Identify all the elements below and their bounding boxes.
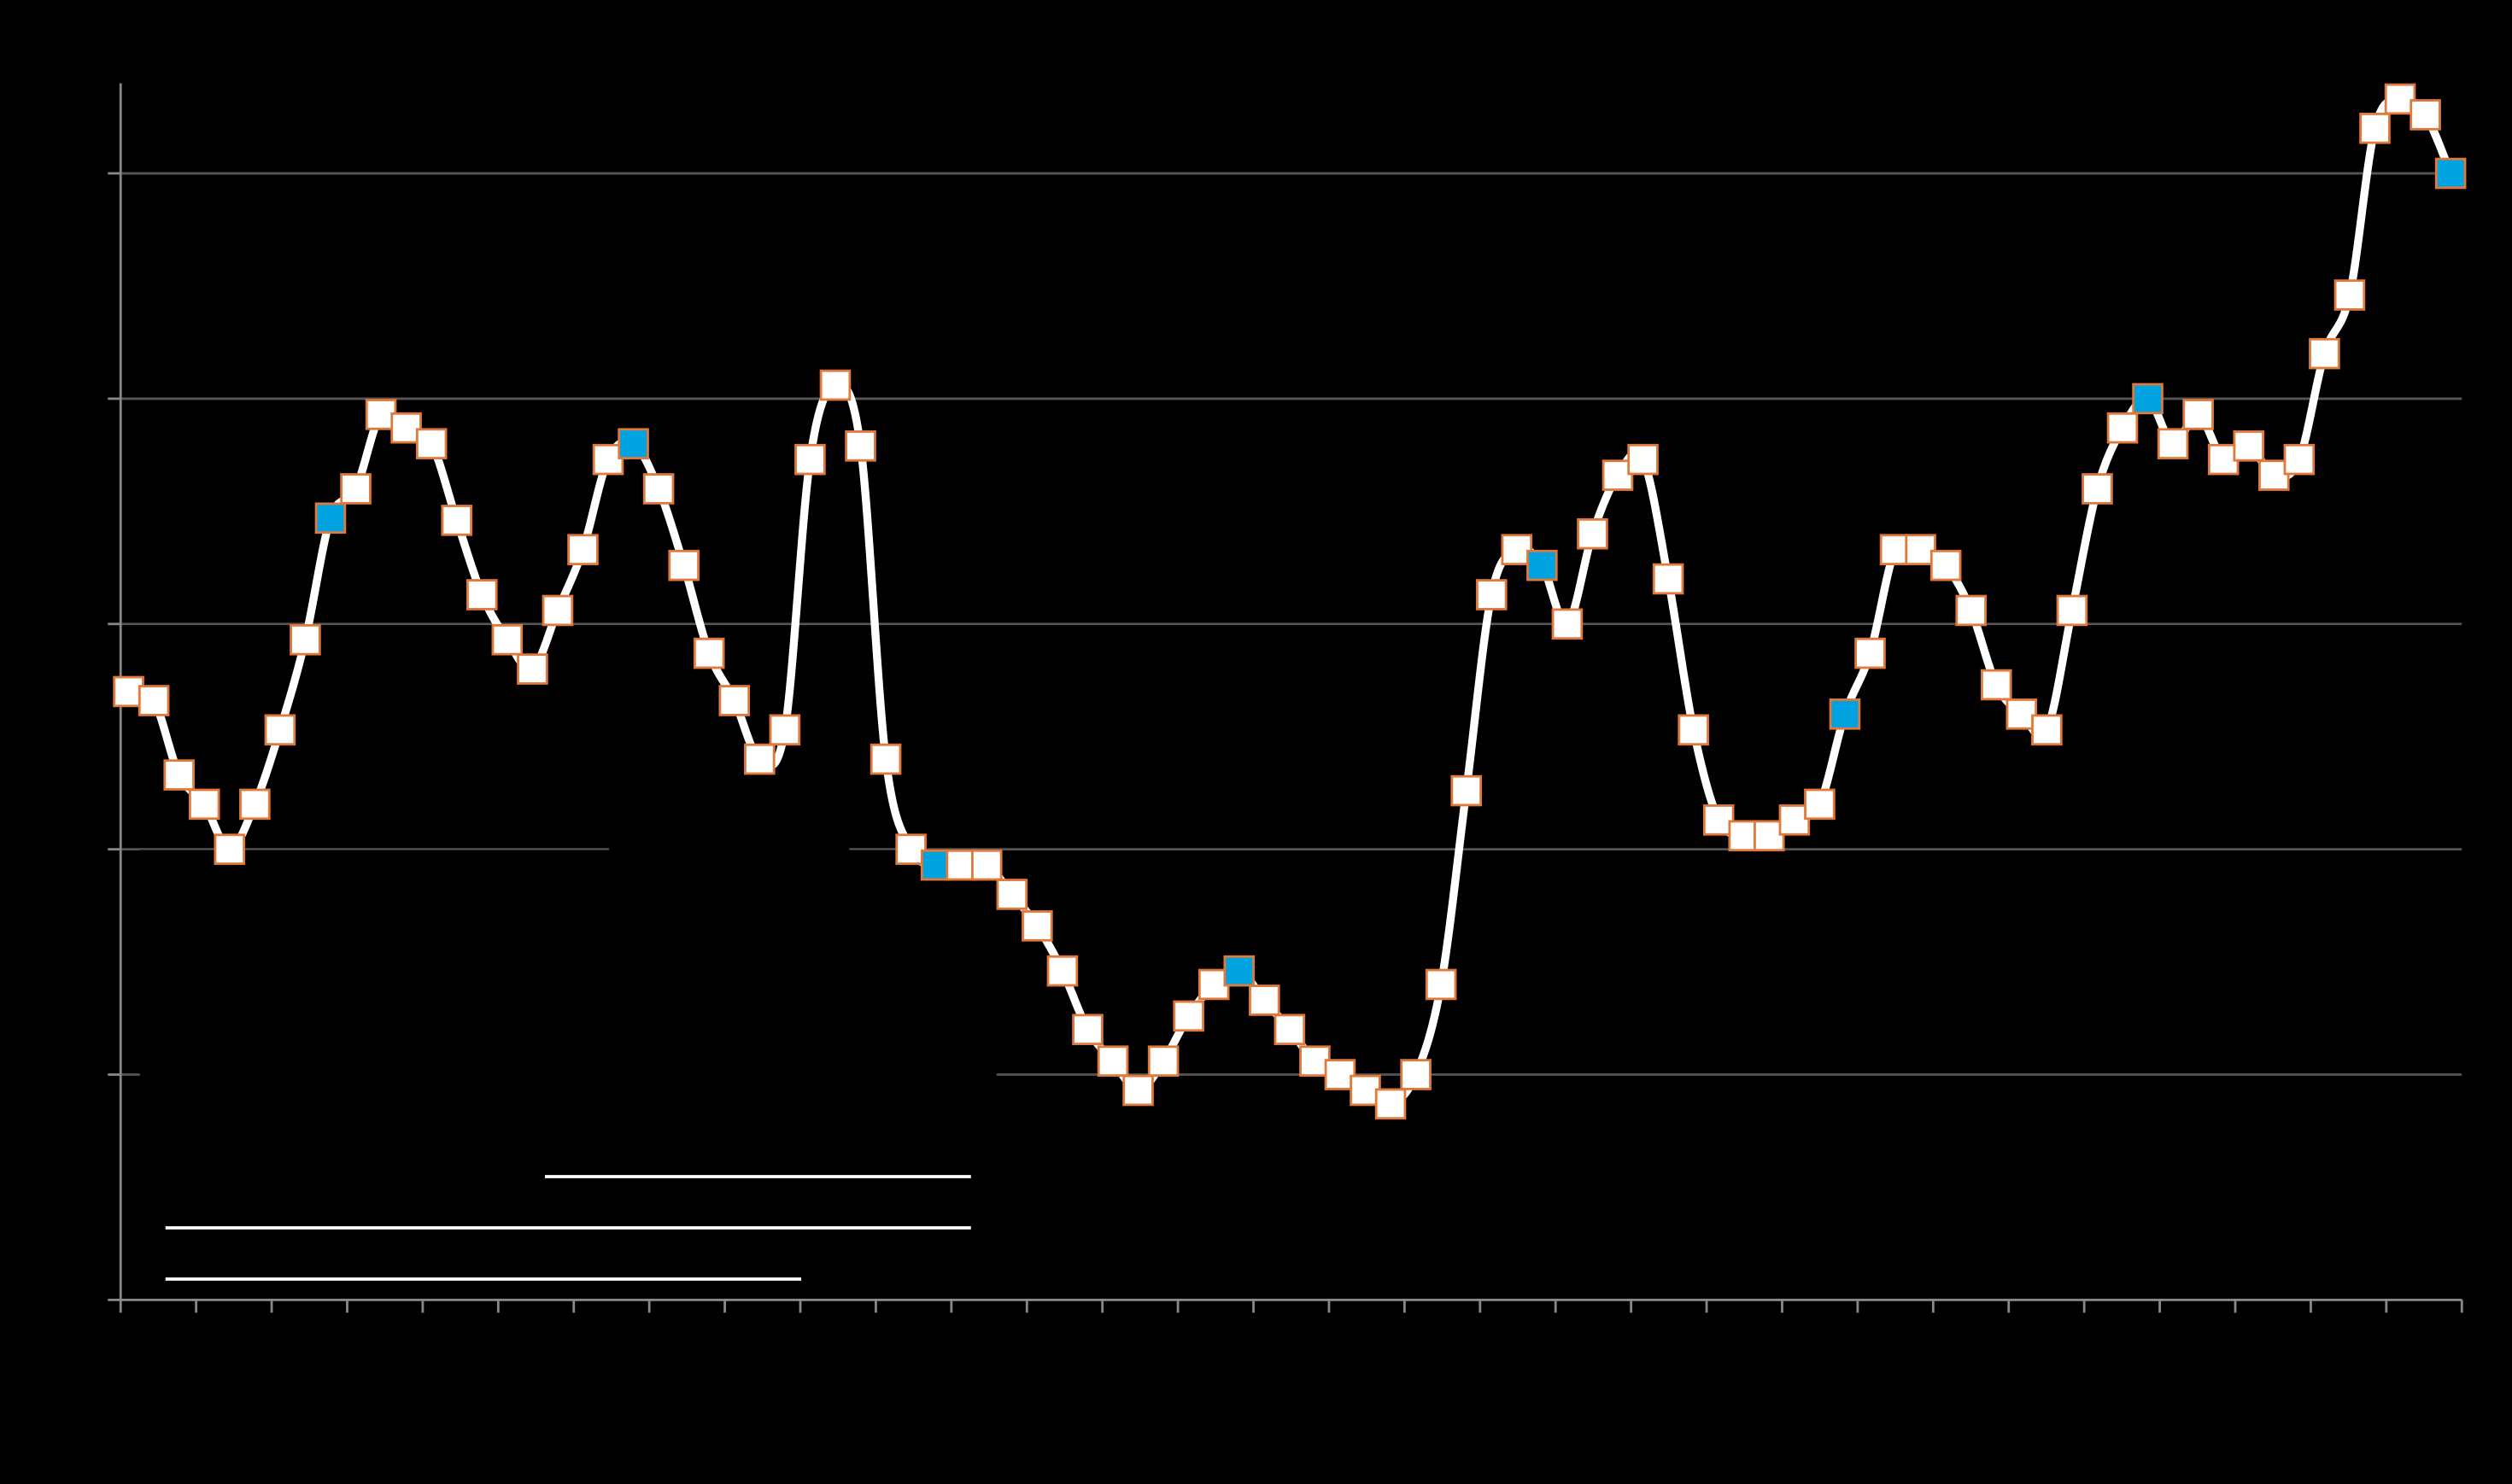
- marker: [996, 879, 1028, 910]
- marker: [1526, 549, 1558, 581]
- marker: [1702, 804, 1735, 836]
- marker: [1249, 984, 1280, 1016]
- marker: [1778, 804, 1811, 836]
- marker: [895, 833, 927, 865]
- legend-gap: [609, 832, 850, 852]
- marker: [1475, 579, 1508, 611]
- marker: [1223, 955, 1256, 987]
- marker: [542, 594, 574, 627]
- marker: [264, 714, 296, 746]
- marker: [2333, 279, 2366, 311]
- marker: [441, 505, 473, 536]
- marker: [2410, 99, 2441, 131]
- marker: [1601, 459, 1634, 491]
- marker: [2157, 428, 2189, 459]
- marker: [214, 833, 246, 865]
- marker: [1072, 1014, 1104, 1046]
- marker: [567, 534, 599, 565]
- marker: [1551, 608, 1584, 640]
- marker: [1728, 820, 1760, 852]
- legend-background: [139, 850, 997, 1297]
- marker: [365, 399, 397, 430]
- marker: [845, 430, 876, 462]
- marker: [970, 849, 1003, 881]
- marker: [1929, 549, 1962, 581]
- marker: [517, 653, 548, 685]
- marker: [2132, 383, 2164, 415]
- marker: [618, 428, 649, 459]
- marker: [1173, 1000, 1204, 1032]
- marker: [1678, 714, 1709, 746]
- marker: [466, 579, 498, 611]
- marker: [2082, 473, 2113, 505]
- marker: [1425, 968, 1457, 1001]
- marker: [870, 743, 902, 775]
- marker: [1829, 698, 1861, 730]
- marker: [1324, 1059, 1356, 1090]
- marker: [1804, 788, 1836, 821]
- marker: [2056, 594, 2088, 627]
- marker: [1980, 669, 2012, 701]
- marker: [1197, 968, 1230, 1001]
- marker: [1501, 534, 1533, 565]
- marker: [2359, 112, 2391, 144]
- marker: [1400, 1059, 1432, 1090]
- marker: [2207, 443, 2240, 476]
- marker: [592, 443, 624, 476]
- marker: [744, 743, 776, 775]
- marker: [290, 623, 321, 656]
- marker: [1627, 443, 1659, 476]
- marker: [2233, 430, 2265, 462]
- marker: [668, 549, 700, 581]
- marker: [1122, 1074, 1154, 1107]
- marker: [340, 473, 372, 505]
- marker: [314, 502, 347, 535]
- marker: [2106, 412, 2139, 444]
- legend-box: [139, 832, 997, 1297]
- marker: [163, 759, 195, 791]
- marker: [2006, 698, 2038, 730]
- marker: [2384, 83, 2416, 115]
- marker: [1097, 1045, 1129, 1077]
- marker: [138, 685, 170, 716]
- marker: [1274, 1014, 1306, 1046]
- marker: [2182, 399, 2214, 430]
- marker: [2309, 337, 2340, 370]
- marker: [390, 412, 422, 444]
- marker: [794, 443, 826, 476]
- marker: [2031, 714, 2063, 746]
- marker: [1046, 955, 1079, 987]
- marker: [1577, 517, 1608, 550]
- marker: [693, 637, 725, 669]
- marker: [2258, 459, 2290, 491]
- marker: [1754, 820, 1785, 852]
- marker: [1652, 563, 1684, 595]
- x-ticks: [119, 1300, 2463, 1313]
- marker: [415, 428, 448, 459]
- marker: [1905, 534, 1936, 565]
- marker: [1022, 910, 1053, 942]
- marker: [642, 473, 675, 505]
- marker: [769, 714, 801, 746]
- marker: [1147, 1045, 1180, 1077]
- marker: [1955, 594, 1987, 627]
- marker: [239, 788, 271, 821]
- marker: [1374, 1088, 1407, 1120]
- marker: [1854, 637, 1886, 669]
- marker: [188, 788, 220, 821]
- marker: [491, 623, 524, 656]
- marker: [819, 369, 852, 401]
- marker: [2283, 443, 2316, 476]
- marker: [1350, 1074, 1381, 1107]
- plot-area: [113, 83, 2467, 1120]
- marker: [2434, 157, 2467, 190]
- marker: [718, 685, 751, 716]
- marker: [1450, 774, 1482, 807]
